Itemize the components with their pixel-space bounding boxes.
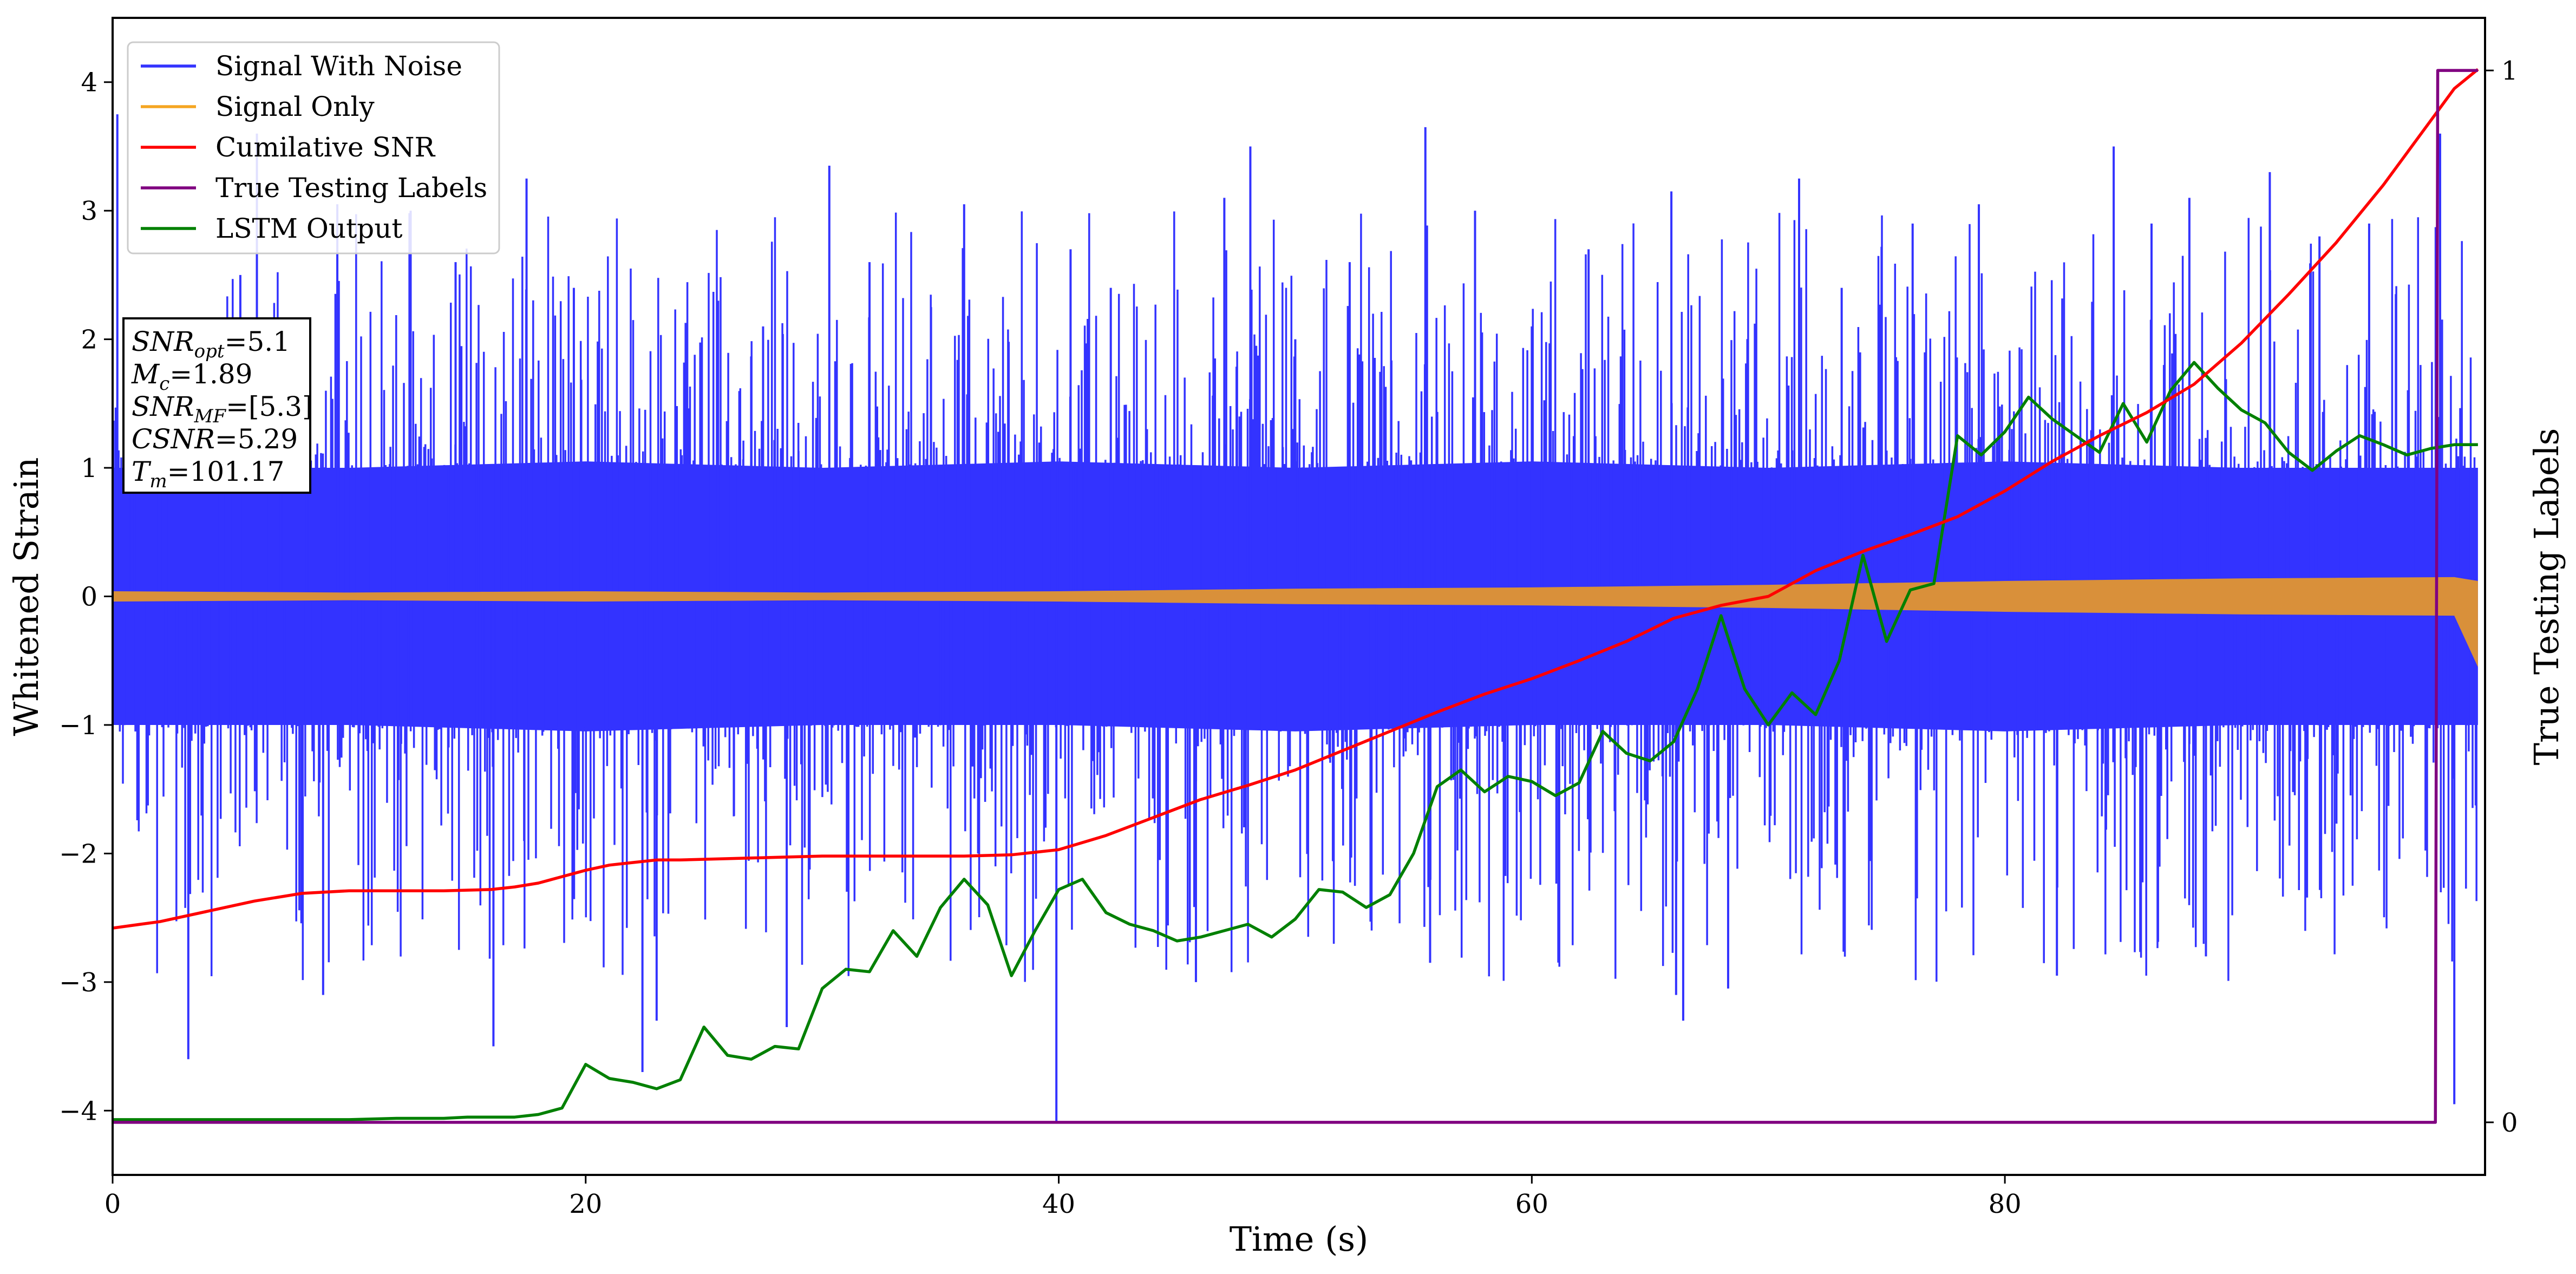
parameter-annotation-box: SNRopt=5.1Mc=1.89SNRMF=[5.3]CSNR=5.29Tm=… — [122, 317, 313, 494]
signal-only-series — [113, 577, 2478, 668]
true-testing-labels-series — [113, 69, 2478, 1124]
y2-tick-label: 1 — [2501, 56, 2518, 86]
x-tick-label: 40 — [1042, 1189, 1075, 1219]
annotation-frame — [122, 317, 311, 494]
y2-tick-label: 0 — [2501, 1108, 2518, 1138]
signal-with-noise-series — [113, 114, 2478, 1124]
y2-axis-ticks: 01 — [2485, 56, 2518, 1138]
legend-label: True Testing Labels — [215, 172, 487, 204]
annotation-line: Mc=1.89 — [131, 358, 252, 395]
y-tick-label: −3 — [59, 968, 97, 998]
legend-label: LSTM Output — [215, 213, 402, 244]
cumulative-snr-series — [113, 68, 2479, 930]
legend-label: Signal Only — [215, 91, 375, 122]
y-tick-label: −2 — [59, 839, 97, 869]
lstm-output-series — [113, 361, 2478, 1121]
y-tick-label: −4 — [59, 1096, 97, 1126]
annotation-line: SNRMF=[5.3] — [132, 391, 313, 427]
signal-only-band — [113, 577, 2478, 668]
y-tick-label: 2 — [81, 325, 97, 355]
annotation-line: CSNR=5.29 — [132, 423, 298, 455]
true-testing-labels-line — [113, 69, 2478, 1124]
annotation-line: SNRopt=5.1 — [132, 326, 290, 362]
x-axis-title: Time (s) — [1230, 1219, 1369, 1259]
legend: Signal With Noise Signal Only Cumilative S… — [127, 41, 500, 254]
y-tick-label: 4 — [81, 68, 97, 98]
legend-label: Signal With Noise — [215, 50, 462, 82]
y-tick-label: 0 — [81, 582, 97, 612]
y-tick-label: 3 — [81, 196, 97, 226]
x-tick-label: 60 — [1515, 1189, 1548, 1219]
x-tick-label: 20 — [569, 1189, 602, 1219]
y-axis-ticks: −4 −3 −2 −1 0 1 2 3 4 — [59, 68, 113, 1126]
x-tick-label: 80 — [1989, 1189, 2022, 1219]
plot-content — [113, 68, 2479, 1124]
y-tick-label: −1 — [59, 710, 97, 741]
y-tick-label: 1 — [81, 453, 97, 484]
y2-axis-title: True Testing Labels — [2527, 428, 2566, 766]
x-tick-label: 0 — [104, 1189, 121, 1219]
cumulative-snr-line — [113, 68, 2479, 930]
y-axis-title: Whitened Strain — [6, 458, 46, 736]
legend-box — [127, 41, 500, 254]
annotation-line: Tm=101.17 — [132, 456, 284, 492]
x-axis-ticks: 0 20 40 60 80 — [104, 1175, 2022, 1219]
legend-label: Cumilative SNR — [215, 132, 435, 163]
lstm-output-line — [113, 361, 2478, 1121]
